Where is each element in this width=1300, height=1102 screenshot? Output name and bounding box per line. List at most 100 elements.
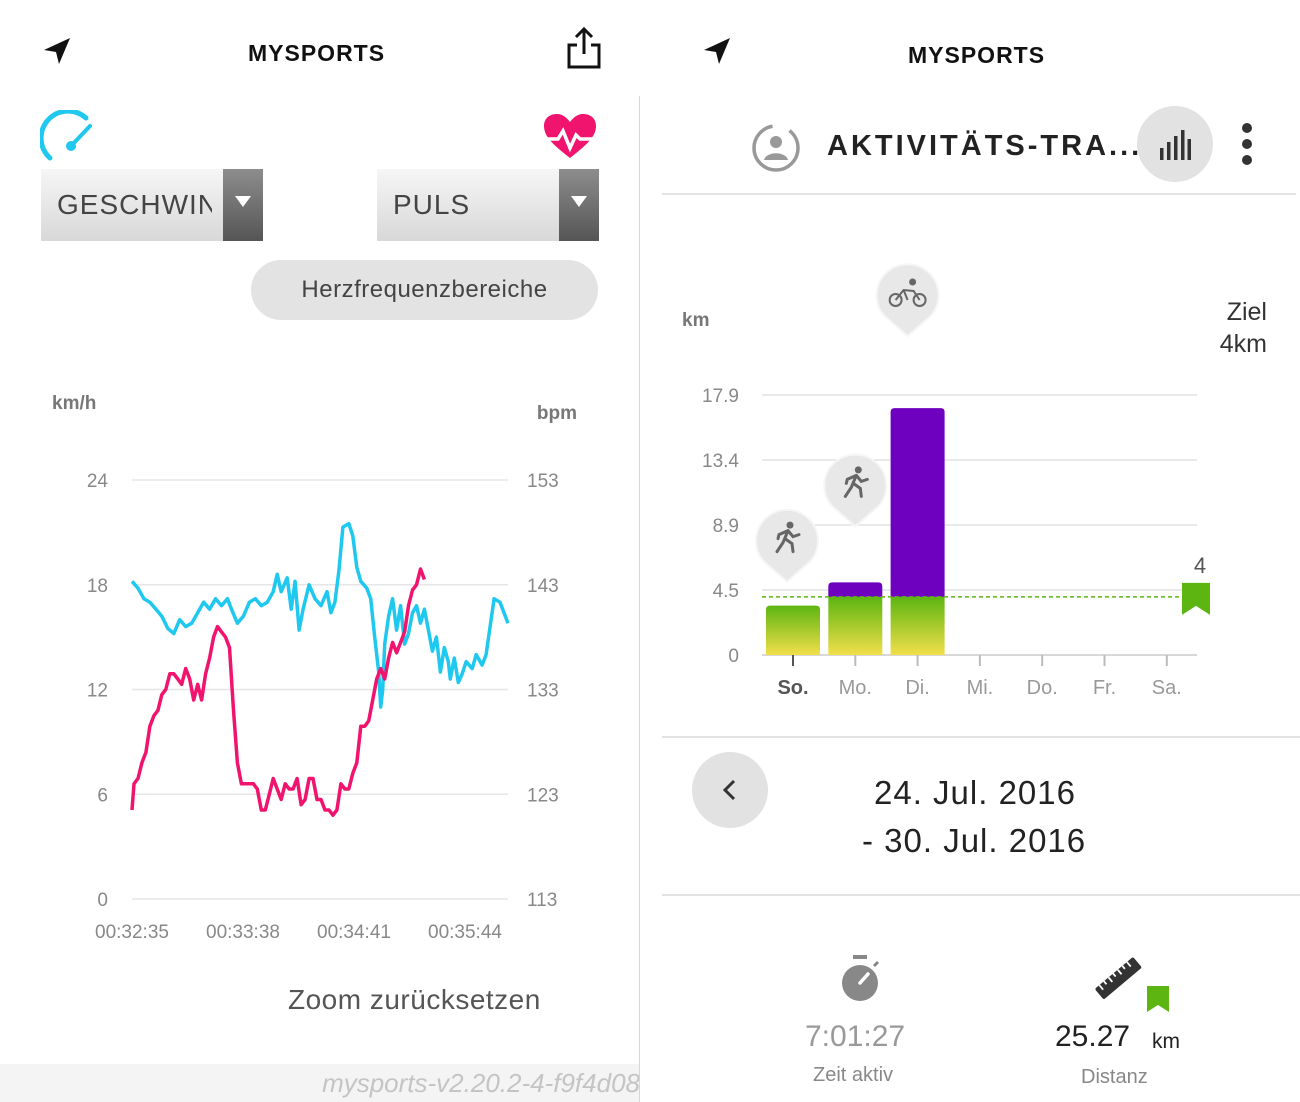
date-range-start: 24. Jul. 2016 bbox=[874, 774, 1076, 811]
x-tick-label: Di. bbox=[905, 677, 929, 699]
y-tick-label: 24 bbox=[87, 471, 109, 492]
y-axis-label: km/h bbox=[52, 393, 96, 414]
activity-tracking-icon bbox=[752, 124, 800, 172]
x-tick-label: Fr. bbox=[1093, 677, 1116, 699]
goal-flag-icon bbox=[1147, 986, 1169, 1012]
y-tick-label: 0 bbox=[728, 646, 739, 667]
share-icon[interactable] bbox=[566, 26, 602, 70]
chevron-down-icon bbox=[559, 169, 599, 241]
date-range-end: - 30. Jul. 2016 bbox=[862, 822, 1087, 859]
bar-2 bbox=[890, 408, 945, 655]
back-arrow-icon[interactable] bbox=[702, 36, 732, 66]
bar-over-goal bbox=[890, 408, 945, 597]
runner-body bbox=[843, 473, 869, 498]
y-tick-label: 8.9 bbox=[713, 516, 739, 537]
rider-head bbox=[909, 278, 917, 286]
running-icon bbox=[775, 521, 801, 554]
runner-head bbox=[854, 466, 862, 474]
right-screen: MYSPORTS AKTIVITÄTS-TRA... Ziel 4km km 0 4… bbox=[662, 0, 1300, 1102]
y-tick-label: 18 bbox=[87, 576, 108, 597]
y-tick-label: 4.5 bbox=[713, 581, 739, 602]
bar-to-goal bbox=[890, 596, 945, 655]
app-title: MYSPORTS bbox=[248, 40, 386, 66]
speed-selector[interactable]: GESCHWINDIGKEIT bbox=[41, 169, 263, 241]
cycling-activity-marker bbox=[875, 263, 940, 338]
distance-value: 25.27 bbox=[1055, 1020, 1131, 1053]
runner-body bbox=[775, 529, 801, 554]
goal-label: Ziel bbox=[1226, 298, 1267, 326]
y2-tick-label: 143 bbox=[527, 576, 559, 597]
y-tick-label: 12 bbox=[87, 681, 108, 702]
runner-head bbox=[786, 521, 794, 529]
ruler-icon bbox=[1095, 957, 1142, 999]
right-top-bar: MYSPORTS bbox=[662, 0, 1300, 96]
y2-tick-label: 133 bbox=[527, 681, 559, 702]
left-top-bar: MYSPORTS bbox=[0, 0, 640, 96]
goal-marker-label: 4 bbox=[1194, 553, 1206, 578]
y2-axis-label: bpm bbox=[537, 403, 577, 424]
chart-divider bbox=[662, 736, 1300, 738]
previous-week-button[interactable] bbox=[692, 752, 768, 828]
cycling-icon bbox=[888, 278, 927, 307]
speed-series-line bbox=[130, 521, 510, 709]
x-tick-label: Mo. bbox=[839, 677, 872, 699]
marker-pin bbox=[755, 508, 819, 583]
x-tick-label: So. bbox=[777, 677, 808, 699]
bar-over-goal bbox=[828, 582, 883, 597]
x-tick-label: Mi. bbox=[967, 677, 994, 699]
heart-rate-icon bbox=[540, 114, 600, 158]
chevron-left-icon bbox=[722, 779, 736, 801]
zoom-reset-button[interactable]: Zoom zurücksetzen bbox=[288, 984, 541, 1015]
running-activity-marker bbox=[755, 508, 819, 583]
heart-rate-series-line bbox=[130, 567, 427, 817]
pulse-selector-value: PULS bbox=[393, 189, 471, 220]
speed-selector-value: GESCHWINDIGKEIT bbox=[57, 189, 212, 220]
marker-pin bbox=[875, 263, 940, 338]
y2-tick-label: 123 bbox=[527, 785, 559, 806]
y2-tick-label: 113 bbox=[527, 890, 557, 911]
hr-zones-button[interactable]: Herzfrequenzbereiche bbox=[251, 260, 598, 320]
chart-view-button[interactable] bbox=[1137, 106, 1213, 182]
distance-unit: km bbox=[1152, 1030, 1180, 1053]
bar-to-goal bbox=[828, 596, 883, 655]
y-axis-label: km bbox=[682, 310, 709, 331]
speed-heart-rate-chart[interactable]: km/h bpm 0 113 6 123 12 133 18 143 24 153 00:32:35 00… bbox=[0, 380, 640, 960]
header-divider bbox=[662, 193, 1296, 195]
distance-label: Distanz bbox=[1081, 1066, 1148, 1088]
y-tick-label: 0 bbox=[97, 890, 108, 911]
x-tick-label: Do. bbox=[1027, 677, 1058, 699]
frame bbox=[894, 288, 921, 301]
speedometer-icon bbox=[40, 110, 92, 161]
y-tick-label: 13.4 bbox=[702, 451, 739, 472]
more-options-icon[interactable] bbox=[1237, 122, 1257, 168]
bar-0 bbox=[766, 605, 820, 655]
goal-value: 4km bbox=[1219, 330, 1267, 358]
x-tick-label: 00:34:41 bbox=[317, 922, 391, 943]
x-tick-label: 00:35:44 bbox=[428, 922, 502, 943]
wheel bbox=[912, 293, 927, 307]
bar-1 bbox=[828, 582, 883, 655]
active-time-label: Zeit aktiv bbox=[813, 1064, 894, 1086]
y2-tick-label: 153 bbox=[527, 471, 559, 492]
wheel bbox=[888, 293, 903, 307]
pulse-selector[interactable]: PULS bbox=[377, 169, 599, 241]
weekly-distance-chart[interactable]: km 0 4.5 8.9 13.4 17.9 So. Mo. Di. Mi. Do. Fr. Sa. 4 bbox=[662, 200, 1300, 730]
goal-flag-icon bbox=[1182, 582, 1210, 615]
screen-divider bbox=[639, 96, 640, 1102]
x-tick-label: 00:32:35 bbox=[95, 922, 169, 943]
app-title: MYSPORTS bbox=[908, 42, 1046, 68]
back-arrow-icon[interactable] bbox=[42, 36, 72, 66]
running-icon bbox=[843, 466, 869, 498]
marker-pin bbox=[823, 453, 888, 528]
running-activity-marker bbox=[823, 453, 888, 528]
section-title[interactable]: AKTIVITÄTS-TRA... bbox=[827, 130, 1143, 162]
date-divider bbox=[662, 894, 1300, 896]
chevron-down-icon bbox=[223, 169, 263, 241]
x-tick-label: Sa. bbox=[1152, 677, 1182, 699]
bar-chart-icon bbox=[1160, 130, 1191, 160]
stopwatch-icon bbox=[842, 955, 880, 1001]
active-time-value: 7:01:27 bbox=[805, 1020, 906, 1053]
left-screen: MYSPORTS GESCHWINDIGKEIT PULS Herzfreque… bbox=[0, 0, 640, 1102]
version-label: mysports-v2.20.2-4-f9f4d08 bbox=[322, 1068, 640, 1098]
y-tick-label: 6 bbox=[97, 785, 108, 806]
